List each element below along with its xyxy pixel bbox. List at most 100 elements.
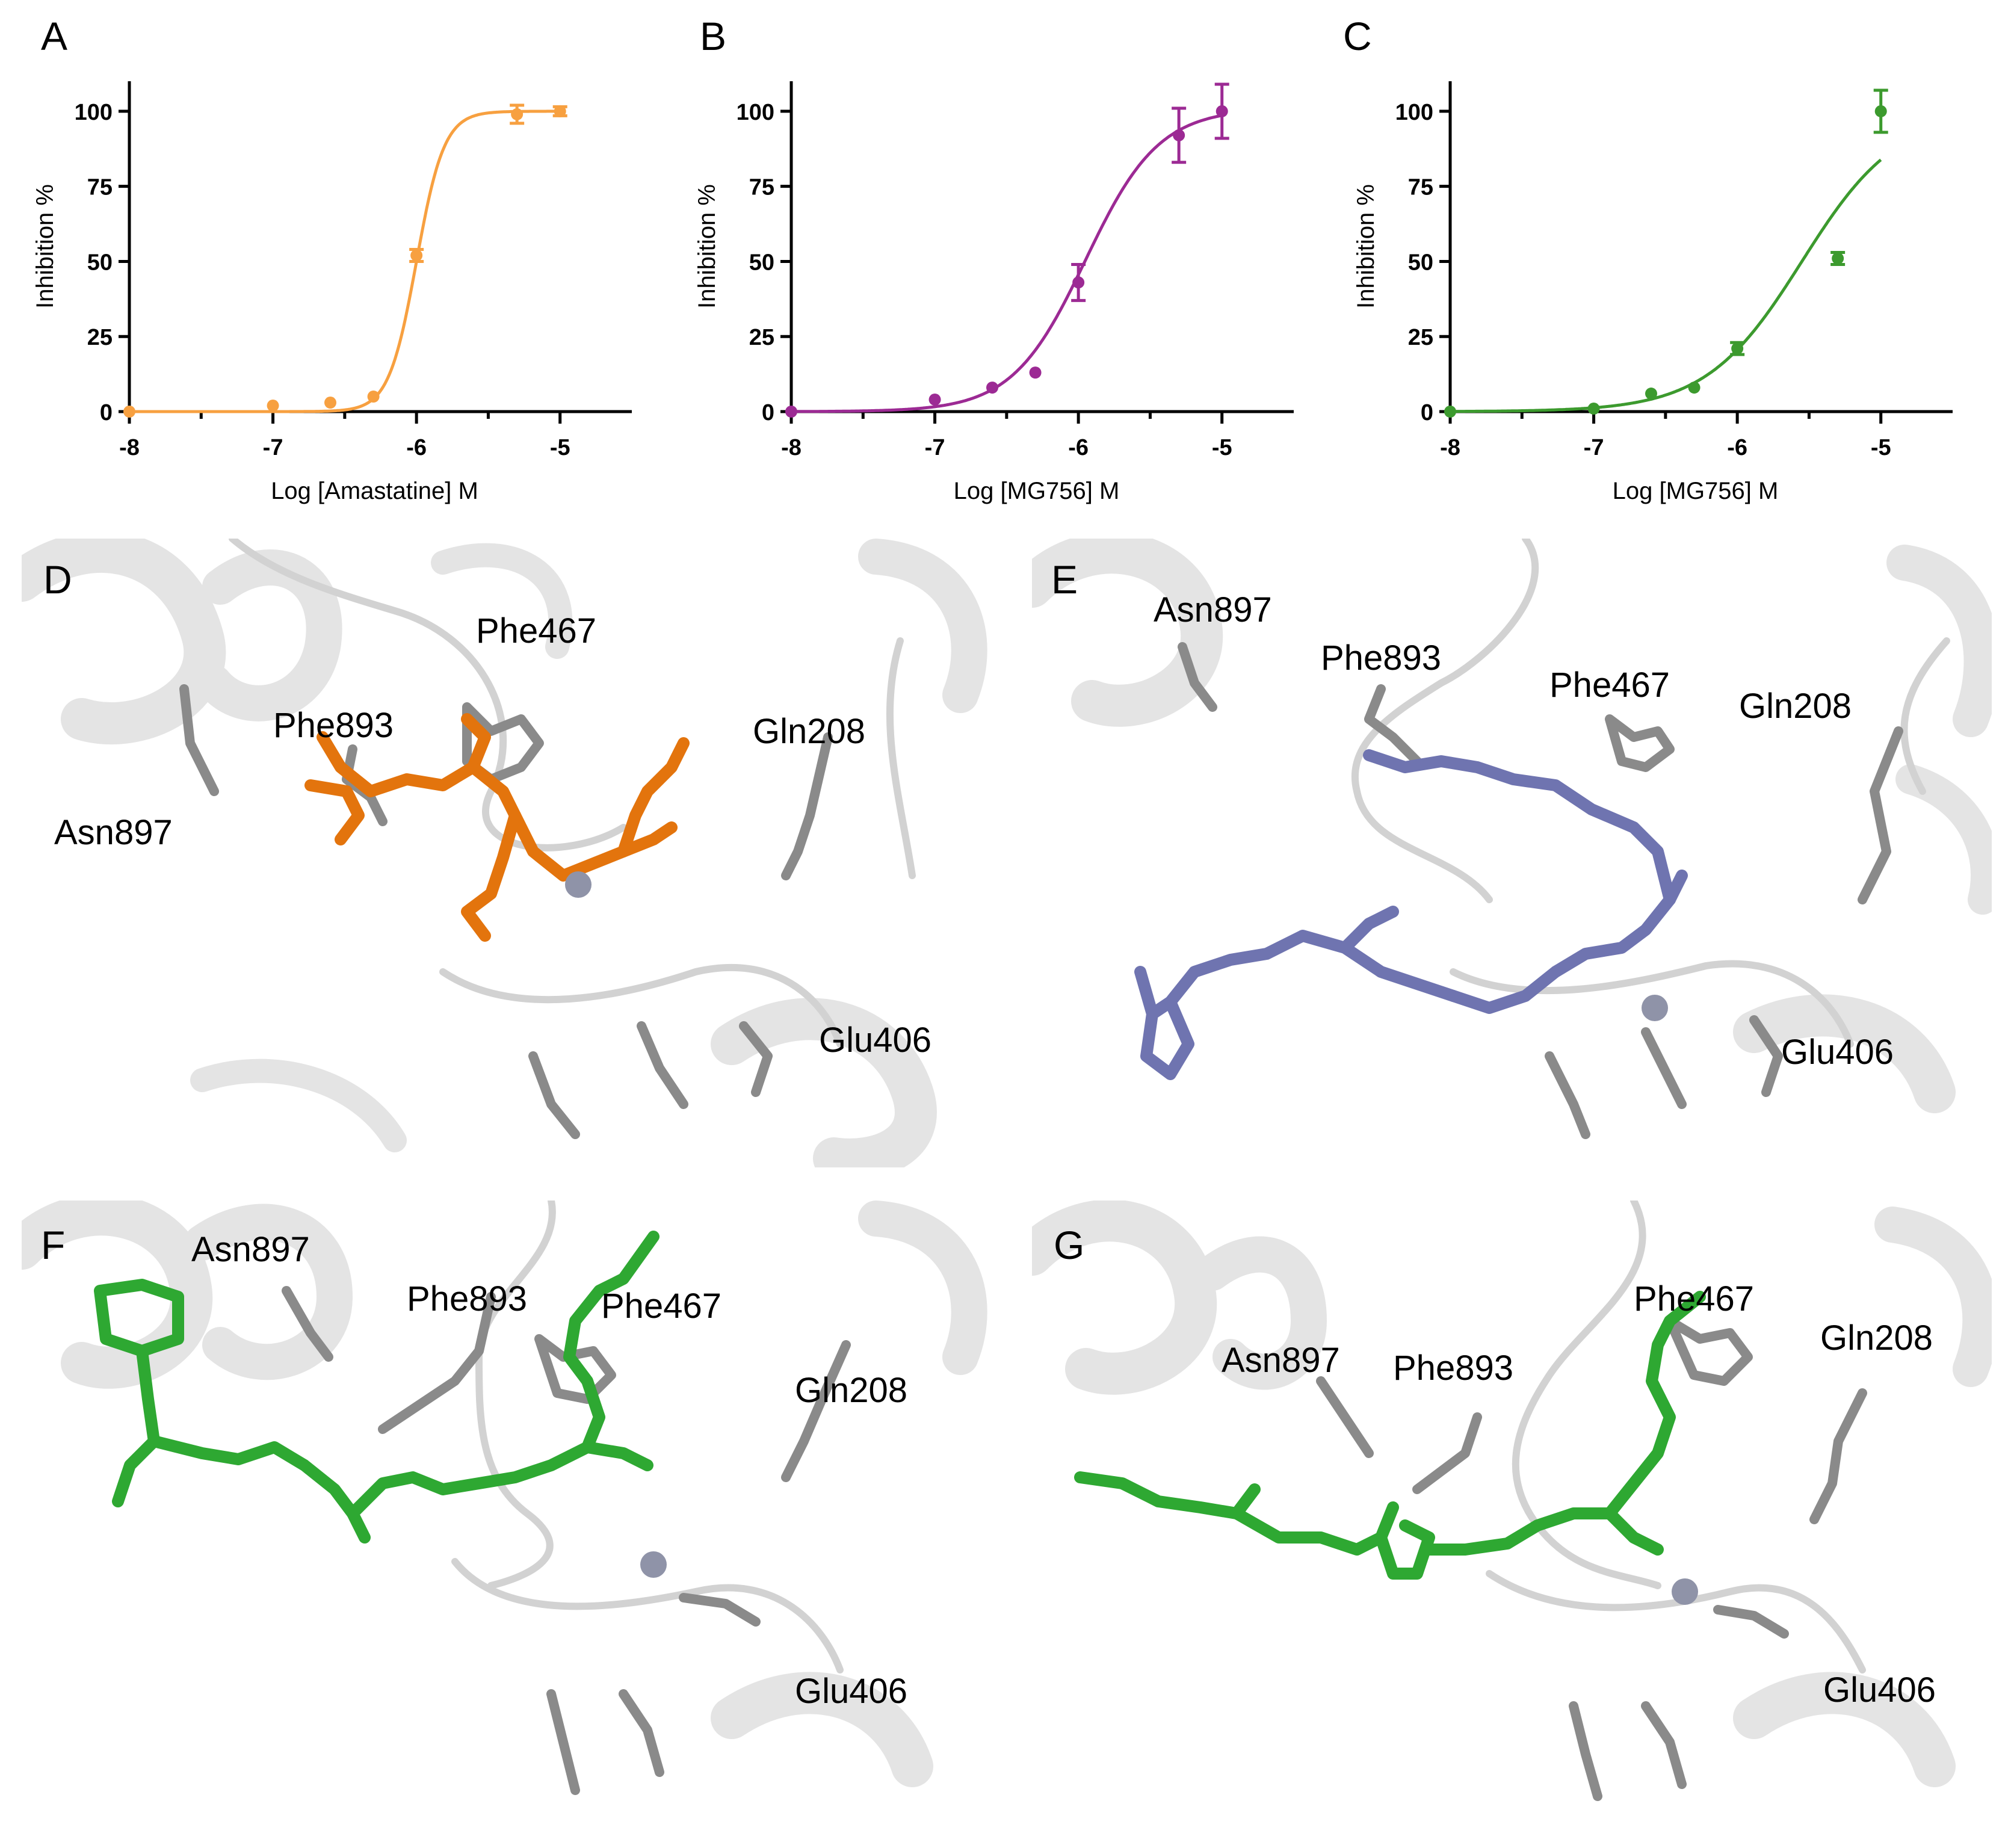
- structure-panel-d: Phe467 Phe893 Gln208 Asn897 Glu406 D: [22, 539, 990, 1167]
- residue-label: Glu406: [795, 1672, 908, 1711]
- dose-response-chart-b: 0 25 50 75 100 -8 -7 -6 -5 Log [MG756] M Inhibitio…: [694, 81, 1294, 504]
- y-tick-label: 75: [87, 175, 113, 200]
- y-tick-label: 50: [87, 250, 113, 275]
- fit-curve: [1450, 158, 1882, 413]
- data-point: [928, 394, 941, 406]
- x-axis-label: Log [MG756] M: [954, 478, 1120, 504]
- panel-letter-a: A: [41, 14, 68, 58]
- y-tick-label: 0: [762, 400, 774, 425]
- y-tick-label: 75: [1408, 175, 1433, 200]
- ribbon-backbone: [22, 1201, 987, 1787]
- x-tick-label: -6: [406, 435, 427, 460]
- panel-letter-d: D: [43, 557, 72, 602]
- ligand-green: [94, 1231, 660, 1544]
- residue-label: Gln208: [1820, 1318, 1933, 1358]
- residue-label: Asn897: [54, 813, 173, 852]
- ribbon-backbone: [1032, 1201, 1992, 1787]
- x-tick-label: -6: [1727, 435, 1747, 460]
- fit-curve: [129, 110, 560, 413]
- data-point: [1688, 382, 1701, 394]
- structure-render-g: [1032, 1201, 1992, 1801]
- residue-label: Phe467: [1634, 1279, 1754, 1318]
- data-point: [554, 105, 566, 117]
- residue-label: Phe893: [1321, 638, 1441, 678]
- x-tick-label: -8: [1440, 435, 1460, 460]
- x-tick-label: -6: [1068, 435, 1089, 460]
- y-tick-label: 0: [1421, 400, 1433, 425]
- chart-panel-a: 0 25 50 75 100 -8 -7 -6 -5 Log [Amastatine] M Inhi…: [0, 0, 668, 530]
- residue-label: Glu406: [1781, 1033, 1894, 1072]
- residue-label: Glu406: [819, 1021, 932, 1060]
- residue-label: Asn897: [191, 1230, 310, 1269]
- loop-trace: [1351, 539, 1950, 1048]
- y-tick-label: 50: [1408, 250, 1433, 275]
- y-tick-label: 0: [100, 400, 113, 425]
- y-tick-label: 100: [75, 100, 113, 125]
- data-point: [123, 406, 135, 418]
- data-point: [410, 249, 423, 262]
- y-tick-label: 100: [737, 100, 774, 125]
- structure-render-d: [22, 539, 987, 1167]
- ligand-green: [1074, 1291, 1706, 1580]
- y-tick-label: 25: [749, 325, 774, 350]
- x-tick-label: -8: [119, 435, 140, 460]
- y-tick-label: 25: [1408, 325, 1433, 350]
- data-point: [324, 397, 336, 409]
- structure-render-e: [1032, 539, 1992, 1139]
- x-tick-label: -8: [781, 435, 802, 460]
- loop-trace: [229, 539, 916, 1048]
- data-point: [1173, 129, 1185, 141]
- x-tick-label: -5: [550, 435, 570, 460]
- residue-label: Gln208: [753, 712, 866, 751]
- residue-sticks: [1316, 1316, 1867, 1801]
- structure-panel-g: Phe467 Gln208 Asn897 Phe893 Glu406 G: [1032, 1201, 1992, 1832]
- structure-panel-e: Asn897 Phe893 Phe467 Gln208 Glu406 E: [1032, 539, 1992, 1167]
- residue-sticks: [282, 1286, 851, 1795]
- data-point: [785, 406, 797, 418]
- residue-label: Phe467: [1549, 666, 1670, 705]
- data-point: [1645, 388, 1657, 400]
- x-axis-label: Log [MG756] M: [1613, 478, 1779, 504]
- y-axis-label: Inhibition %: [1353, 184, 1379, 309]
- chart-panel-c: 0 25 50 75 100 -8 -7 -6 -5 Log [MG756] M Inhibitio…: [1321, 0, 1989, 530]
- data-point: [1731, 342, 1744, 355]
- y-axis-label: Inhibition %: [694, 184, 720, 309]
- fit-curve: [791, 114, 1223, 413]
- data-point: [1587, 403, 1600, 415]
- zinc-ion: [640, 1551, 667, 1578]
- panel-letter-c: C: [1343, 14, 1372, 58]
- data-point: [367, 391, 380, 403]
- residue-label: Gln208: [1739, 687, 1852, 726]
- data-point: [267, 400, 279, 412]
- panel-letter-e: E: [1051, 557, 1078, 602]
- residue-label: Asn897: [1222, 1341, 1340, 1380]
- panel-letter-f: F: [41, 1223, 66, 1267]
- y-axis-label: Inhibition %: [32, 184, 58, 309]
- data-point: [1874, 105, 1887, 117]
- ribbon-backbone: [1032, 539, 1992, 1113]
- ligand-amastatine: [304, 713, 690, 942]
- data-point: [1444, 406, 1456, 418]
- residue-label: Phe467: [601, 1287, 721, 1326]
- zinc-ion: [1672, 1578, 1698, 1605]
- data-point: [1029, 366, 1042, 379]
- loop-trace: [451, 1201, 844, 1673]
- structure-render-f: [22, 1201, 987, 1795]
- residue-label: Gln208: [795, 1371, 908, 1410]
- residue-label: Phe893: [407, 1279, 527, 1318]
- x-tick-label: -7: [263, 435, 283, 460]
- x-tick-label: -7: [1584, 435, 1604, 460]
- residue-label: Asn897: [1154, 590, 1272, 629]
- y-tick-label: 50: [749, 250, 774, 275]
- zinc-ion: [565, 871, 592, 898]
- data-point: [1072, 276, 1085, 289]
- residue-sticks: [1178, 642, 1903, 1139]
- panel-letter-b: B: [700, 14, 727, 58]
- residue-label: Phe893: [273, 706, 394, 745]
- data-point: [1216, 105, 1228, 117]
- x-tick-label: -5: [1871, 435, 1891, 460]
- residue-label: Phe467: [476, 611, 596, 651]
- x-tick-label: -7: [925, 435, 945, 460]
- structure-panel-f: Asn897 Phe893 Phe467 Gln208 Glu406 F: [22, 1201, 990, 1832]
- panel-letter-g: G: [1054, 1223, 1085, 1267]
